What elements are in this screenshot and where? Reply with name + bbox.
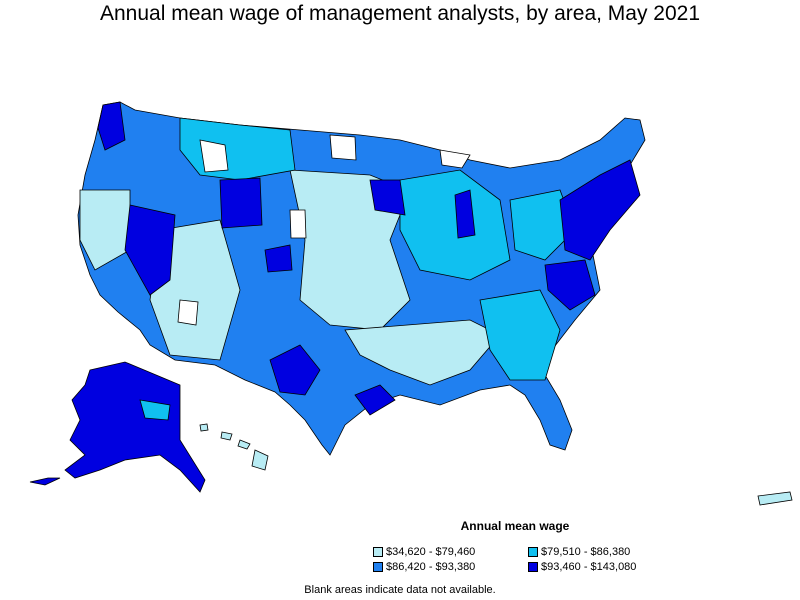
legend-label-1: $34,620 - $79,460 bbox=[386, 546, 476, 558]
legend-label-4: $93,460 - $143,080 bbox=[541, 561, 637, 573]
hawaii-island-3 bbox=[237, 439, 251, 450]
region-blank-idaho bbox=[199, 139, 229, 173]
legend-swatch-3 bbox=[373, 562, 383, 572]
region-cyan-ohio bbox=[509, 189, 576, 261]
region-cyan-montana bbox=[179, 117, 296, 181]
region-dark-houston bbox=[354, 384, 396, 416]
region-blank-north-dakota bbox=[329, 134, 357, 161]
region-blank-arizona bbox=[177, 299, 199, 326]
region-dark-chicago bbox=[454, 189, 476, 239]
alaska bbox=[29, 361, 206, 493]
legend-swatch-1 bbox=[373, 547, 383, 557]
alaska-aleutians bbox=[29, 477, 61, 486]
region-dark-mid-atlantic bbox=[544, 259, 596, 311]
region-dark-denver bbox=[264, 244, 293, 273]
region-dark-wyoming bbox=[219, 177, 263, 229]
map-title: Annual mean wage of management analysts,… bbox=[99, 2, 701, 25]
region-cyan-midwest bbox=[399, 169, 511, 281]
contiguous-us bbox=[77, 101, 646, 456]
region-light-northwest bbox=[79, 189, 131, 271]
alaska-mainland bbox=[64, 361, 206, 493]
region-dark-nevada bbox=[124, 204, 176, 296]
footnote: Blank areas indicate data not available. bbox=[304, 584, 496, 596]
region-dark-minnesota bbox=[369, 179, 406, 216]
alaska-region-cyan bbox=[139, 399, 171, 421]
legend-swatch-4 bbox=[528, 562, 538, 572]
puerto-rico bbox=[757, 491, 793, 506]
legend-item-1: $34,620 - $79,460 bbox=[373, 545, 475, 559]
hawaii-island-4 bbox=[251, 449, 269, 471]
hawaii-island-2 bbox=[220, 431, 233, 441]
legend-item-2: $79,510 - $86,380 bbox=[528, 545, 630, 559]
puerto-rico-island bbox=[757, 491, 793, 506]
legend-title: Annual mean wage bbox=[460, 519, 570, 533]
legend-label-2: $79,510 - $86,380 bbox=[541, 546, 631, 558]
legend-swatch-2 bbox=[528, 547, 538, 557]
region-light-west bbox=[149, 219, 241, 361]
legend-item-4: $93,460 - $143,080 bbox=[528, 560, 636, 574]
region-blank-nebraska bbox=[289, 209, 307, 239]
legend-label-3: $86,420 - $93,380 bbox=[386, 561, 476, 573]
region-dark-northeast bbox=[559, 159, 641, 261]
region-light-south bbox=[344, 319, 501, 386]
region-dark-washington bbox=[97, 101, 126, 151]
legend-item-3: $86,420 - $93,380 bbox=[373, 560, 475, 574]
region-cyan-southeast bbox=[479, 289, 561, 381]
hawaii-island-1 bbox=[199, 423, 209, 432]
region-blank-michigan bbox=[439, 149, 471, 169]
region-dark-texas bbox=[269, 344, 321, 396]
hawaii bbox=[199, 423, 269, 471]
